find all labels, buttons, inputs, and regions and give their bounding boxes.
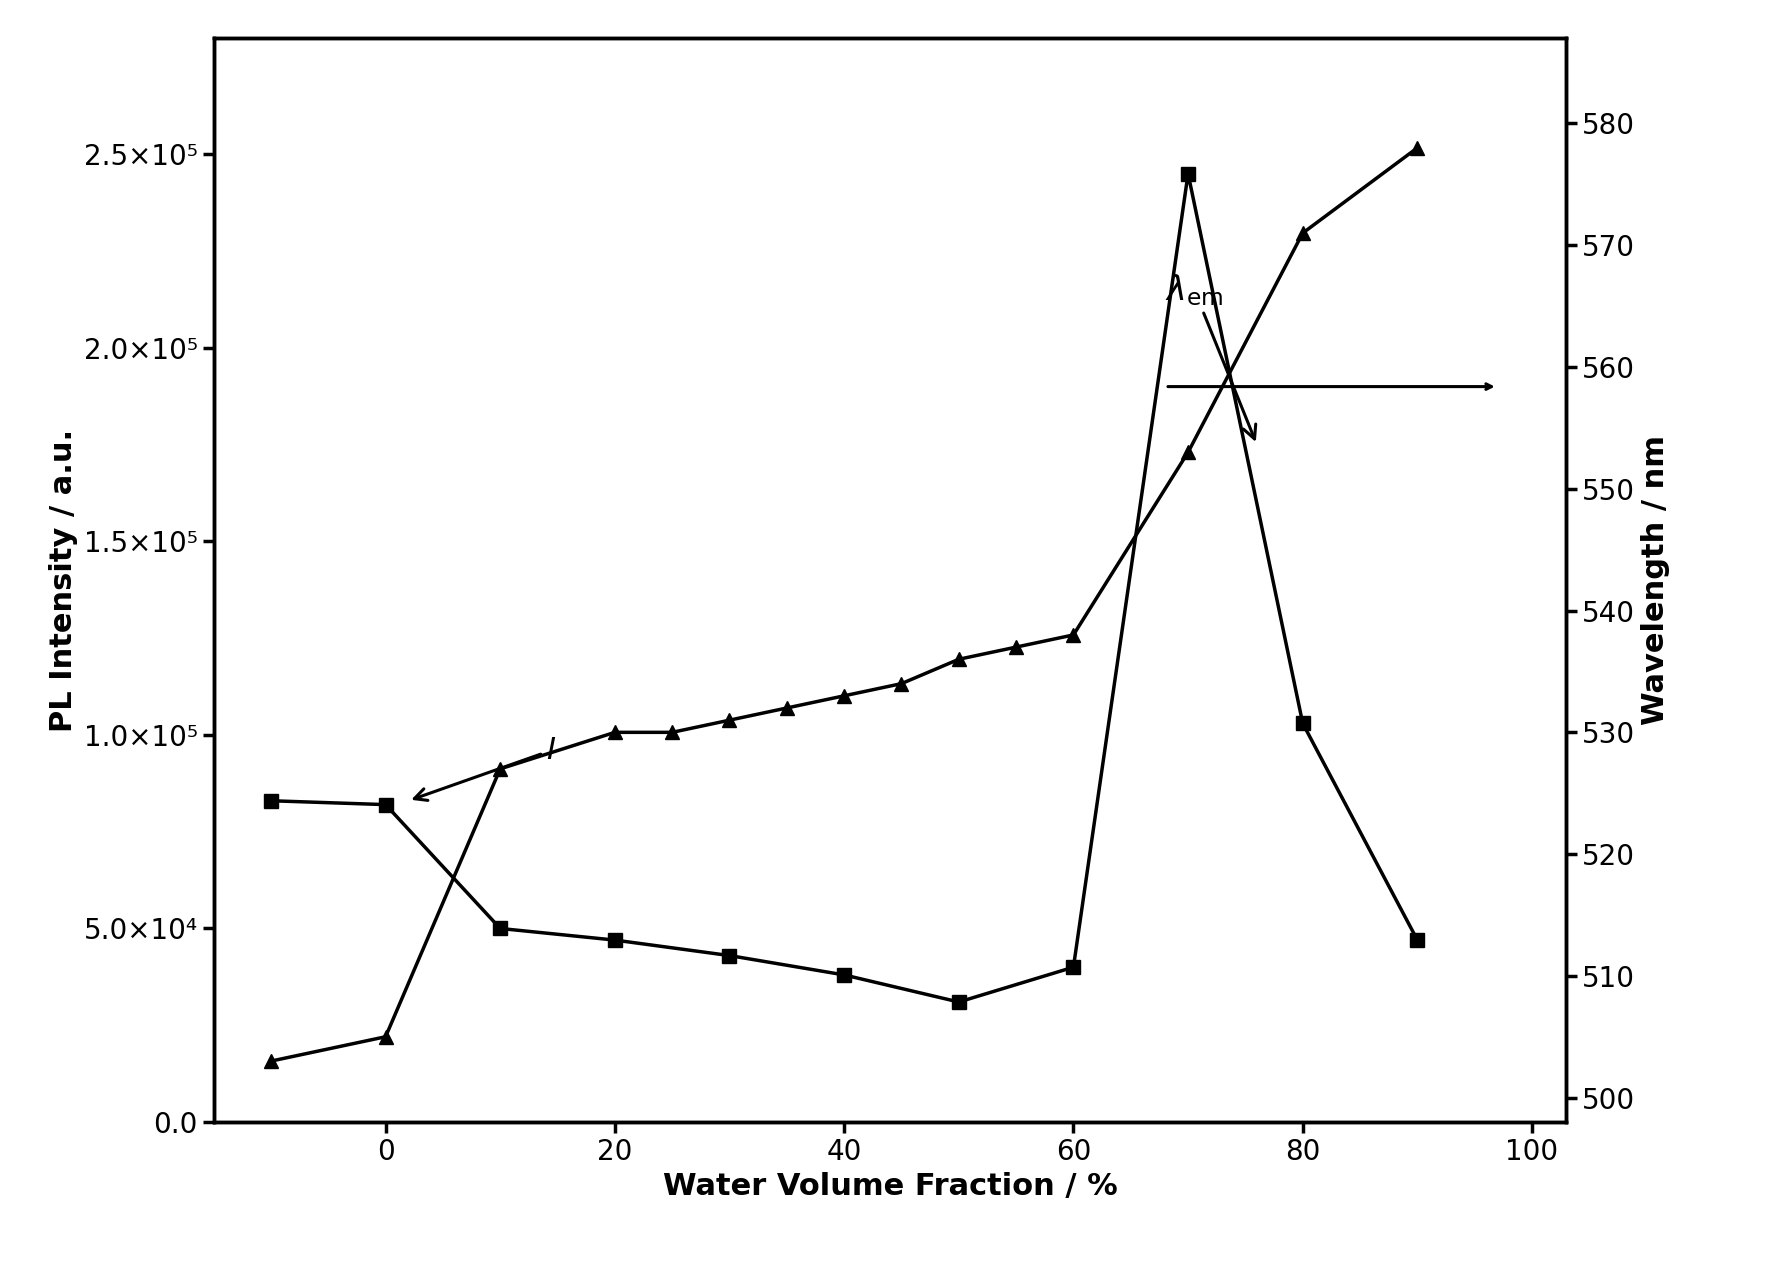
Y-axis label: PL Intensity / a.u.: PL Intensity / a.u. <box>48 428 78 732</box>
X-axis label: Water Volume Fraction / %: Water Volume Fraction / % <box>662 1172 1118 1201</box>
Text: $\lambda_{\mathrm{em}}$: $\lambda_{\mathrm{em}}$ <box>1166 272 1255 439</box>
Y-axis label: Wavelength / nm: Wavelength / nm <box>1641 435 1670 725</box>
Text: $I$: $I$ <box>415 736 555 801</box>
